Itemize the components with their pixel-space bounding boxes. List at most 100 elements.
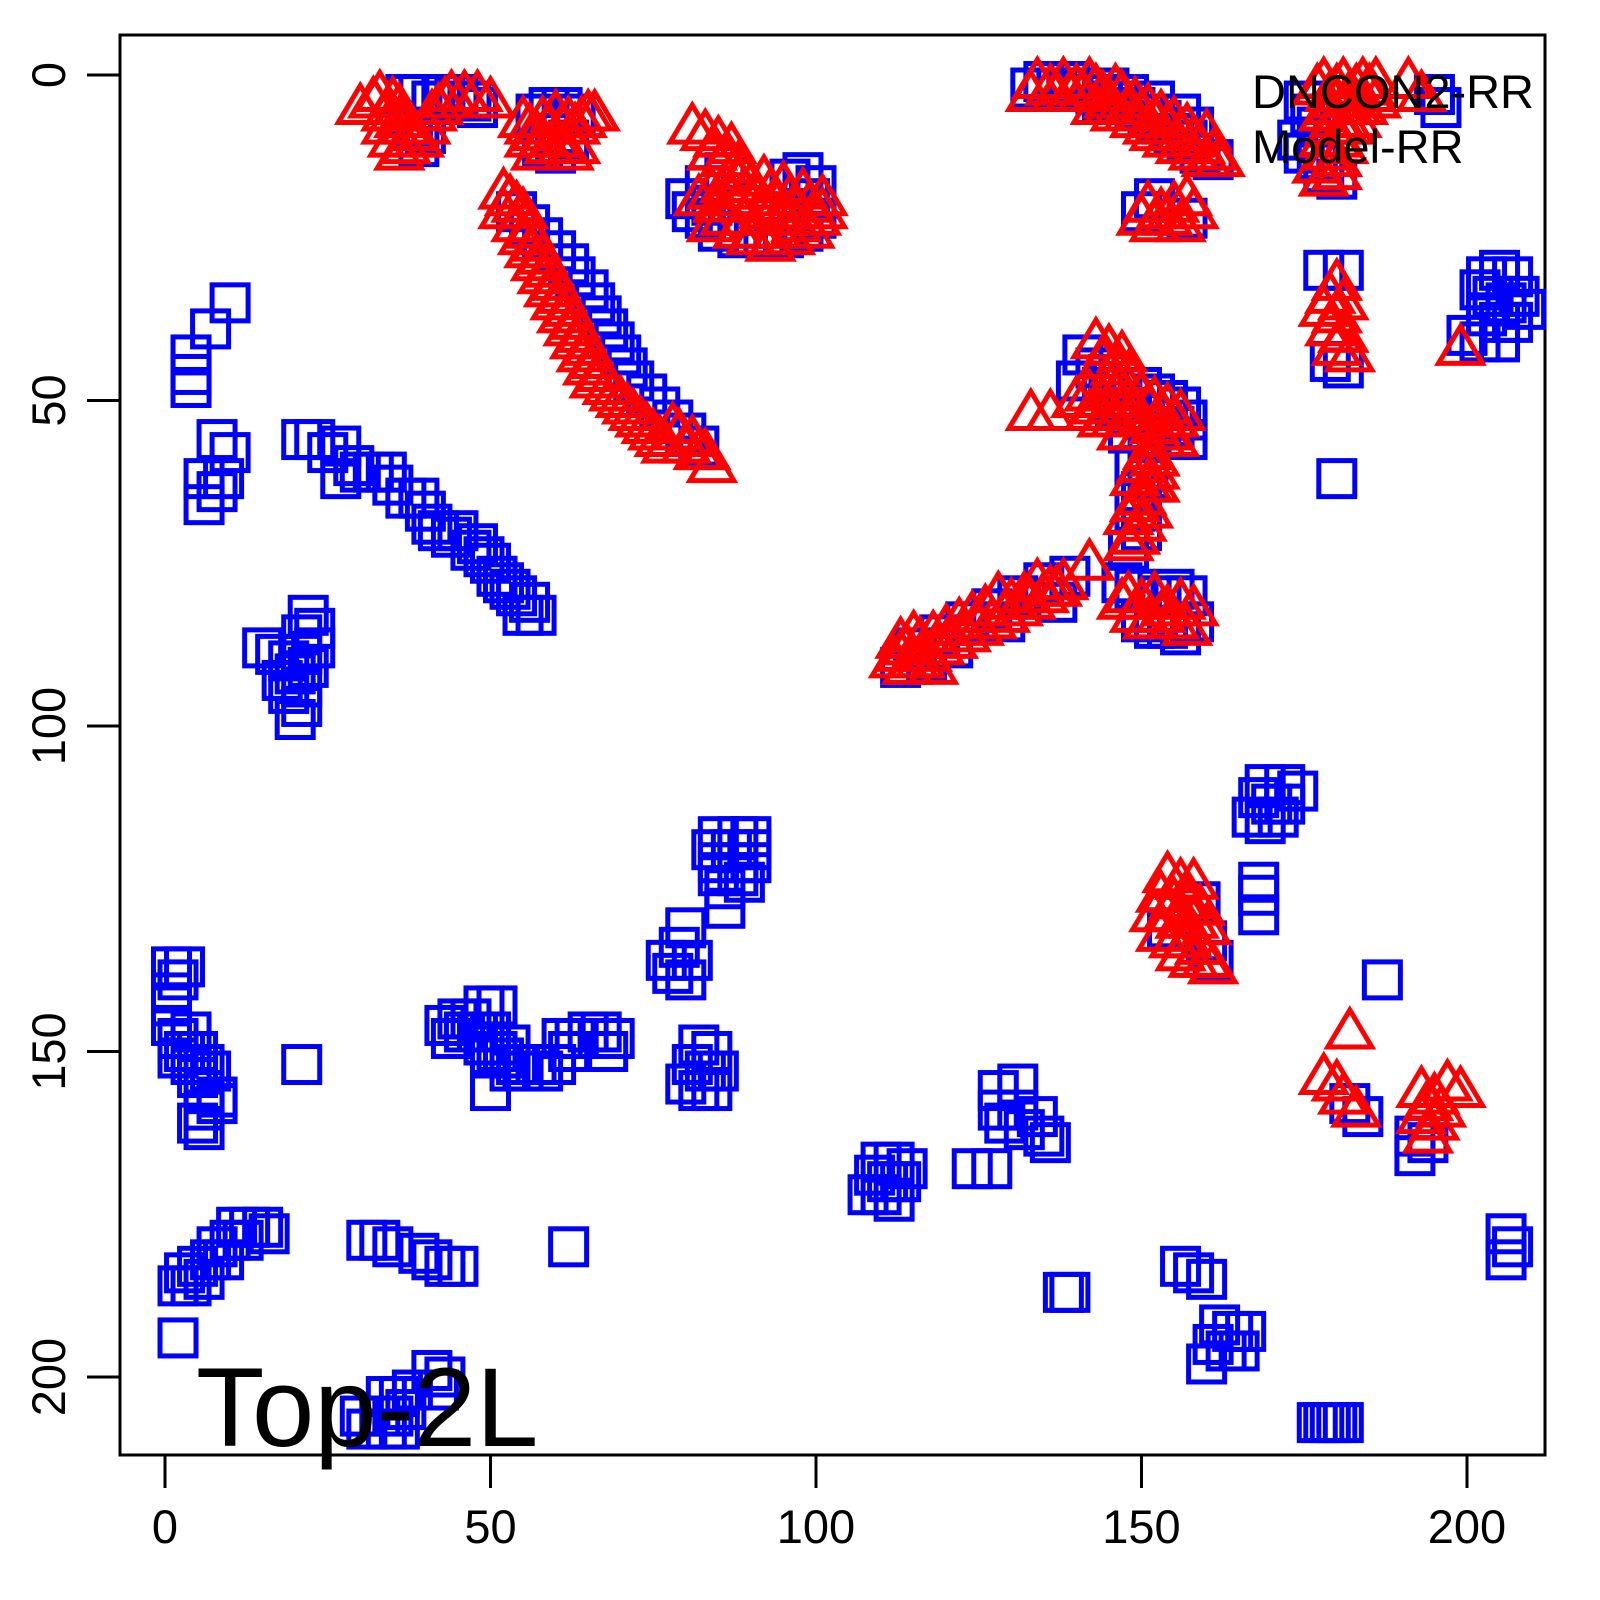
model-rr-point (372, 464, 414, 506)
dncon2-rr-point (1154, 926, 1207, 972)
model-rr-point (196, 471, 238, 513)
dncon2-rr-point (1004, 575, 1058, 620)
model-rr-point (196, 419, 238, 461)
dncon2-rr-point (1043, 67, 1097, 113)
dncon2-rr-point (1154, 197, 1207, 243)
model-rr-points-layer (151, 61, 1547, 1450)
dncon2-rr-point (913, 620, 967, 666)
dncon2-rr-point (1297, 282, 1351, 327)
dncon2-rr-point (1323, 328, 1377, 373)
model-rr-point (658, 926, 700, 968)
dncon2-rr-point (464, 74, 517, 119)
dncon2-rr-point (1128, 887, 1181, 933)
dncon2-rr-point (763, 210, 817, 256)
model-rr-point (704, 887, 746, 929)
model-rr-point (1322, 1402, 1364, 1444)
legend-label-model-rr: Model-RR (1252, 120, 1464, 173)
model-rr-point (1173, 1252, 1215, 1294)
dncon2-rr-point (796, 171, 849, 217)
model-rr-point (1186, 1343, 1228, 1385)
dncon2-rr-point (1069, 315, 1123, 360)
dncon2-rr-point (503, 113, 556, 158)
model-rr-point (665, 959, 707, 1001)
dncon2-rr-point (1063, 536, 1116, 581)
dncon2-rr-point (1147, 594, 1201, 640)
dncon2-rr-point (1128, 432, 1181, 477)
model-rr-point (1231, 796, 1273, 838)
model-rr-point (339, 1395, 381, 1437)
dncon2-rr-point (1310, 145, 1364, 191)
dncon2-rr-point (1395, 1089, 1448, 1135)
legend: DNCON2-RR Model-RR (1252, 65, 1534, 173)
dncon2-rr-point (1102, 490, 1155, 536)
dncon2-rr-point (1434, 321, 1487, 366)
dncon2-rr-point (991, 581, 1045, 627)
dncon2-rr-point (796, 184, 849, 230)
dncon2-rr-point (1115, 393, 1168, 438)
model-rr-point (1446, 314, 1488, 356)
dncon2-rr-point (978, 588, 1032, 633)
dncon2-rr-point (1108, 588, 1162, 633)
model-rr-point (411, 1239, 453, 1281)
dncon2-rr-point (1180, 132, 1233, 178)
model-rr-point (177, 1102, 219, 1144)
dncon2-rr-point (1102, 87, 1155, 132)
model-rr-point (157, 959, 199, 1001)
model-rr-point (372, 1395, 414, 1437)
x-axis-tick-label: 50 (464, 1500, 516, 1553)
model-rr-point (587, 1031, 629, 1072)
dncon2-rr-point (1329, 1083, 1383, 1128)
model-rr-point (183, 484, 225, 526)
dncon2-rr-point (1128, 458, 1181, 503)
dncon2-rr-point (568, 354, 622, 399)
dncon2-rr-point (1004, 67, 1058, 113)
model-rr-point (502, 594, 544, 636)
model-rr-point (346, 1408, 388, 1450)
dncon2-rr-point (1290, 139, 1344, 184)
dncon2-rr-point (1102, 516, 1155, 562)
model-rr-point (717, 855, 759, 897)
dncon2-rr-point (880, 640, 934, 685)
dncon2-rr-point (952, 601, 1006, 646)
model-rr-point (1238, 894, 1280, 936)
dncon2-rr-point (1076, 393, 1129, 438)
dncon2-rr-point (548, 119, 602, 165)
model-rr-point (1361, 959, 1403, 1001)
dncon2-rr-point (1310, 321, 1364, 366)
model-rr-point (372, 1226, 414, 1268)
dncon2-rr-point (1349, 54, 1403, 100)
dncon2-rr-point (1141, 113, 1194, 158)
model-rr-point (1049, 1271, 1091, 1313)
dncon2-rr-point (1063, 386, 1116, 432)
dncon2-rr-point (1017, 568, 1071, 614)
model-rr-point (1160, 1245, 1202, 1287)
model-rr-point (860, 1174, 902, 1216)
dncon2-rr-point (685, 438, 739, 484)
dncon2-rr-point (685, 197, 739, 243)
model-rr-point (1257, 796, 1299, 838)
dncon2-rr-point (1134, 588, 1188, 633)
dncon2-rr-point (1401, 1109, 1455, 1154)
model-rr-point (873, 1180, 915, 1222)
model-rr-point (281, 1044, 323, 1086)
model-rr-point (1316, 458, 1358, 500)
y-axis-tick-label: 150 (22, 1012, 75, 1090)
dncon2-rr-point (965, 594, 1019, 640)
y-axis-tick-label: 100 (22, 687, 75, 765)
dncon2-rr-point (906, 640, 960, 685)
model-rr-point (1479, 321, 1521, 363)
model-rr-point (593, 1017, 635, 1059)
dncon2-rr-point (1030, 562, 1084, 607)
dncon2-rr-point (451, 67, 504, 113)
dncon2-rr-point (1186, 939, 1240, 985)
model-rr-point (665, 1063, 707, 1105)
dncon2-rr-point (1434, 1063, 1487, 1109)
model-rr-point (1485, 1213, 1527, 1255)
dncon2-rr-point (372, 126, 426, 171)
dncon2-rr-point (1160, 601, 1214, 646)
y-axis-tick-label: 200 (22, 1338, 75, 1416)
model-rr-point (1485, 1239, 1527, 1281)
dncon2-rr-point (353, 67, 407, 113)
model-rr-point (971, 1148, 1013, 1190)
